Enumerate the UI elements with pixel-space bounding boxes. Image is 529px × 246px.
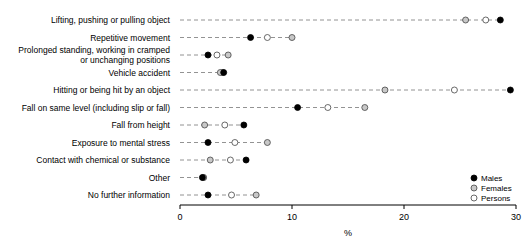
label-line: Hitting or being hit by an object — [53, 85, 170, 95]
dot — [289, 35, 295, 41]
label-line: or unchanging positions — [80, 55, 170, 65]
guide-line — [180, 125, 244, 126]
plot-area — [180, 17, 513, 198]
guide-line — [180, 90, 510, 91]
dot — [227, 157, 233, 163]
x-axis — [180, 205, 516, 206]
category-label: Contact with chemical or substance — [36, 155, 170, 165]
x-axis-label: % — [344, 228, 352, 238]
label-line: Repetitive movement — [90, 33, 170, 43]
dot — [205, 52, 211, 58]
label-line: No further information — [88, 190, 170, 200]
x-tick — [292, 205, 293, 209]
label-line: Prolonged standing, working in cramped — [18, 45, 170, 55]
label-line: Fall from height — [111, 120, 170, 130]
legend-label: Females — [481, 184, 512, 193]
dot — [295, 105, 301, 111]
x-tick-label: 30 — [511, 212, 521, 222]
legend-marker — [471, 175, 477, 181]
dot — [264, 35, 270, 41]
guide-line — [180, 195, 256, 196]
category-label: Repetitive movement — [90, 33, 170, 43]
dot — [205, 192, 211, 198]
label-line: Lifting, pushing or pulling object — [51, 15, 171, 25]
dot — [264, 140, 270, 146]
dot — [221, 70, 227, 76]
category-label: Vehicle accident — [109, 68, 171, 78]
category-label: Hitting or being hit by an object — [53, 85, 170, 95]
category-label: Prolonged standing, working in crampedor… — [18, 45, 170, 65]
legend-marker — [471, 195, 477, 201]
label-line: Vehicle accident — [109, 68, 171, 78]
category-label: Exposure to mental stress — [72, 138, 170, 148]
x-tick — [404, 205, 405, 209]
dot — [241, 122, 247, 128]
dot — [325, 105, 331, 111]
dot — [507, 87, 513, 93]
category-label: Lifting, pushing or pulling object — [51, 15, 171, 25]
dot — [248, 35, 254, 41]
legend-marker — [471, 185, 477, 191]
guide-line — [180, 37, 292, 38]
dot — [463, 17, 469, 23]
category-label: No further information — [88, 190, 170, 200]
dot — [214, 52, 220, 58]
legend: MalesFemalesPersons — [471, 174, 512, 203]
dot — [222, 122, 228, 128]
dot — [253, 192, 259, 198]
dot — [382, 87, 388, 93]
label-line: Contact with chemical or substance — [36, 155, 170, 165]
label-line: Exposure to mental stress — [72, 138, 170, 148]
dot — [362, 105, 368, 111]
x-tick-label: 0 — [177, 212, 182, 222]
x-tick-label: 10 — [287, 212, 297, 222]
guide-line — [180, 107, 365, 108]
category-label: Fall from height — [111, 120, 170, 130]
dot — [229, 192, 235, 198]
category-label: Fall on same level (including slip or fa… — [22, 103, 171, 113]
dot — [243, 157, 249, 163]
x-tick — [180, 205, 181, 209]
dot — [225, 52, 231, 58]
dot — [451, 87, 457, 93]
x-tick-label: 20 — [399, 212, 409, 222]
x-tick — [516, 205, 517, 209]
label-line: Fall on same level (including slip or fa… — [22, 103, 171, 113]
label-line: Other — [149, 173, 170, 183]
legend-label: Males — [481, 174, 502, 183]
legend-label: Persons — [481, 194, 510, 203]
dot — [497, 17, 503, 23]
guide-line — [180, 142, 267, 143]
dot — [207, 157, 213, 163]
dot — [483, 17, 489, 23]
dot — [199, 175, 205, 181]
dot — [202, 122, 208, 128]
guide-line — [180, 55, 228, 56]
guide-line — [180, 20, 500, 21]
category-label: Other — [149, 173, 170, 183]
dot — [232, 140, 238, 146]
dot — [205, 140, 211, 146]
